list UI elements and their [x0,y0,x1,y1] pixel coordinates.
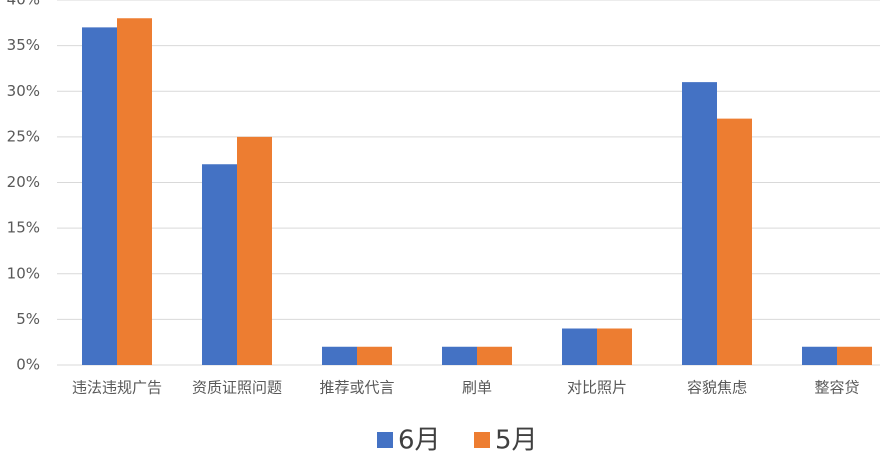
grid [57,0,880,366]
bars [82,18,872,365]
y-tick-label: 0% [16,356,40,374]
y-tick-label: 20% [7,173,40,191]
y-tick-label: 25% [7,127,40,145]
y-tick-label: 15% [7,219,40,237]
y-tick-label: 30% [7,82,40,100]
bar [477,346,512,365]
bar [237,136,272,365]
legend-label: 5月 [495,426,538,456]
bar [442,346,477,365]
bar [597,328,632,365]
bar [117,18,152,365]
labels: 0% 5% 10% 15% 20% 25% 30% 35% 40% 违法违规广告 资质证照问题 推荐或… [7,0,860,397]
bar [202,164,237,365]
bar [357,346,392,365]
bar [322,346,357,365]
x-tick-label: 违法违规广告 [72,379,162,397]
bar [837,346,872,365]
legend-swatch [377,432,393,448]
legend-label: 6月 [398,426,441,456]
x-tick-label: 整容贷 [814,379,859,397]
legend-swatch [474,432,490,448]
y-tick-label: 10% [7,264,40,282]
x-tick-label: 资质证照问题 [192,379,282,397]
bar [82,27,117,365]
x-tick-label: 推荐或代言 [319,379,394,397]
y-tick-label: 5% [16,310,40,328]
bar [717,118,752,365]
y-tick-label: 35% [7,36,40,54]
legend: 6月 5月 [377,426,538,456]
x-tick-label: 对比照片 [567,379,627,397]
bar [682,82,717,365]
y-tick-label: 40% [7,0,40,9]
bar [802,346,837,365]
x-tick-label: 刷单 [462,379,492,397]
bar [562,328,597,365]
x-tick-label: 容貌焦虑 [687,379,747,397]
